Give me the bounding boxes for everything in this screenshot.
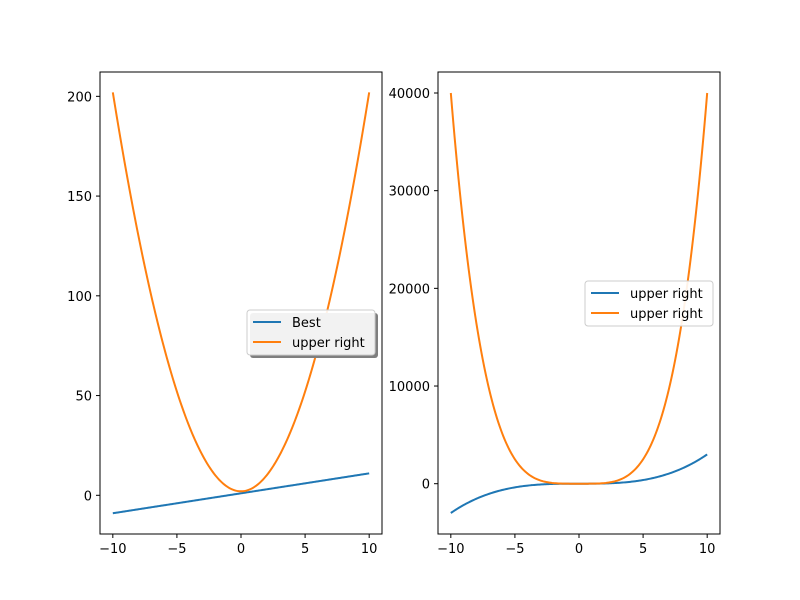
x-tick-label: 10 [699,542,716,557]
x-tick-label: −5 [505,542,524,557]
series-line-2 [449,92,709,485]
legend: upper right upper right [584,280,714,327]
x-tick-label: 10 [361,542,378,557]
x-tick-label: −5 [167,542,186,557]
legend-label: Best [292,316,321,331]
x-tick-label: 0 [237,542,245,557]
x-tick-label: −10 [437,542,464,557]
x-tick-label: 5 [639,542,647,557]
chart-panel-2: −10 −5 0 5 10 0 10000 20000 30000 40000 upper righ… [389,71,721,557]
y-tick-label: 30000 [389,185,430,200]
y-tick-label: 0 [422,478,430,493]
x-tick-label: 5 [301,542,309,557]
legend-label: upper right [630,287,703,302]
y-tick-label: 20000 [389,282,430,297]
plot-area [100,72,382,534]
y-tick-label: 40000 [389,87,430,102]
x-tick-label: −10 [99,542,126,557]
y-tick-label: 10000 [389,380,430,395]
y-tick-label: 200 [67,90,92,105]
x-tick-label: 0 [575,542,583,557]
y-tick-label: 50 [75,390,92,405]
legend: Best upper right [246,309,378,358]
legend-label: upper right [630,307,703,322]
y-tick-label: 150 [67,190,92,205]
y-tick-label: 100 [67,290,92,305]
legend-label: upper right [292,336,365,351]
series-line-1 [112,472,370,515]
y-tick-label: 0 [84,489,92,504]
